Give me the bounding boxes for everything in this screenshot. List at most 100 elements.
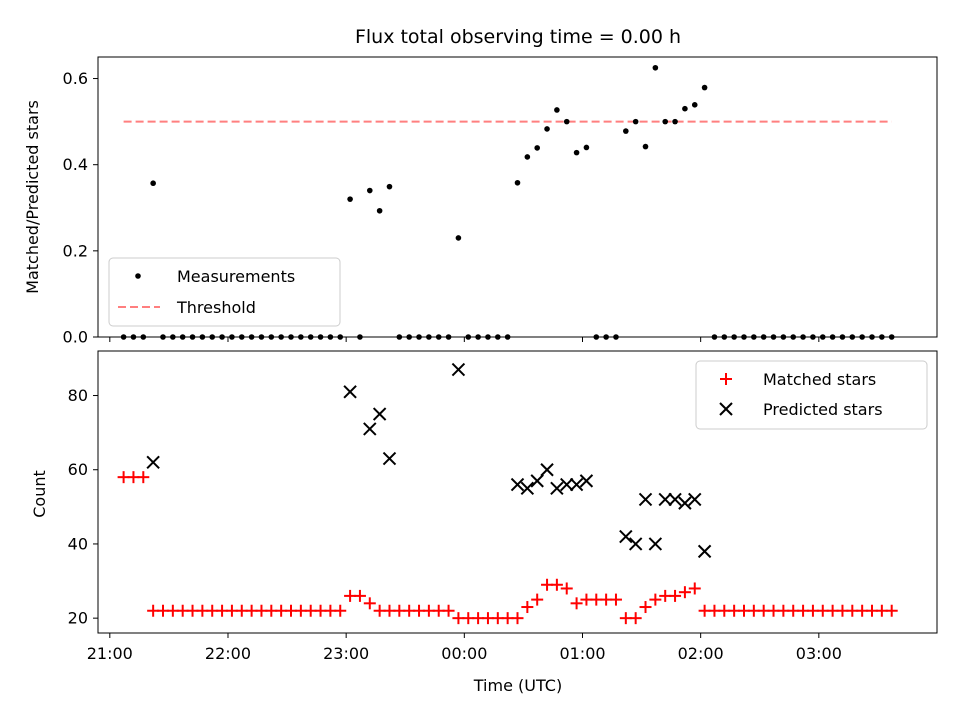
x-tick-label: 01:00 [559, 644, 605, 663]
measurement-point [376, 207, 383, 214]
matched-stars-point [521, 601, 534, 614]
matched-stars-point [353, 589, 366, 602]
legend-predicted-label: Predicted stars [763, 400, 883, 419]
matched-stars-point [629, 612, 642, 625]
measurement-point [534, 145, 540, 151]
predicted-stars-point [668, 492, 682, 507]
top-y-ticks: 0.0 0.2 0.4 0.6 [63, 69, 98, 347]
y-tick-label: 20 [68, 609, 88, 628]
bottom-legend-box [695, 360, 928, 430]
y-tick-label: 0.0 [63, 328, 88, 347]
bottom-legend: Matched stars Predicted stars [695, 360, 928, 430]
legend-matched-marker [720, 373, 732, 385]
predicted-stars-point [520, 481, 535, 495]
matched-stars-point [885, 604, 898, 617]
measurement-point [150, 180, 156, 187]
top-plot-frame [97, 56, 938, 338]
predicted-stars-point [382, 451, 397, 466]
measurement-point [583, 144, 590, 151]
predicted-stars-point [343, 385, 357, 399]
x-tick-label: 02:00 [678, 644, 724, 663]
matched-stars-point [570, 597, 583, 610]
measurement-point [386, 183, 393, 190]
x-axis-label: Time (UTC) [473, 676, 562, 695]
bottom-y-ticks: 20 40 60 80 [68, 386, 98, 628]
x-tick-label: 03:00 [796, 644, 842, 663]
legend-threshold-label: Threshold [176, 298, 256, 317]
predicted-stars-point [697, 544, 712, 559]
measurement-point [554, 107, 560, 113]
matched-stars-point [560, 582, 573, 595]
predicted-stars-point [510, 477, 525, 492]
y-tick-label: 80 [68, 386, 88, 405]
y-tick-label: 0.2 [63, 241, 88, 260]
matched-stars-point [334, 604, 347, 617]
predicted-stars-point [550, 481, 564, 495]
predicted-stars-point [688, 492, 702, 507]
chart-title: Flux total observing time = 0.00 h [355, 26, 681, 48]
bottom-y-axis-label: Count [30, 470, 49, 518]
matched-stars-point [609, 593, 622, 606]
top-x-ticks [109, 337, 820, 342]
measurement-point [662, 118, 669, 125]
predicted-stars-point [363, 422, 377, 436]
x-tick-label: 23:00 [323, 644, 369, 663]
matched-stars-point [442, 604, 455, 617]
predicted-stars-point [372, 407, 387, 421]
predicted-stars-point [619, 529, 633, 544]
matched-stars-points [117, 471, 898, 625]
matched-stars-point [550, 578, 563, 591]
predicted-stars-point [146, 455, 160, 470]
matched-stars-point [531, 593, 544, 606]
matched-stars-point [649, 593, 662, 606]
measurement-point [573, 149, 580, 156]
predicted-stars-point [560, 477, 574, 492]
measurement-point [524, 154, 531, 160]
legend-measurements-marker [135, 273, 141, 279]
measurement-point [632, 118, 639, 125]
matched-stars-point [363, 597, 376, 610]
legend-matched-label: Matched stars [763, 370, 876, 389]
measurement-point [563, 118, 570, 125]
y-tick-label: 40 [68, 534, 88, 553]
predicted-stars-point [530, 474, 544, 488]
measurement-point [682, 105, 688, 112]
y-tick-label: 0.6 [63, 69, 88, 88]
matched-stars-point [137, 471, 150, 484]
x-tick-label: 21:00 [87, 644, 133, 663]
count-panel: Count Time (UTC) 20 40 60 80 21:00 22:00 23:0… [30, 350, 938, 695]
top-legend: Measurements Threshold [108, 257, 341, 327]
measurement-point [347, 196, 353, 202]
legend-measurements-label: Measurements [177, 267, 295, 286]
predicted-stars-point [451, 362, 466, 377]
predicted-stars-point [638, 492, 653, 507]
measurement-point [672, 118, 678, 125]
top-y-axis-label: Matched/Predicted stars [23, 100, 42, 294]
x-tick-label: 22:00 [205, 644, 251, 663]
bottom-plot-frame [97, 350, 938, 634]
predicted-stars-point [540, 463, 554, 477]
y-tick-label: 0.4 [63, 155, 88, 174]
predicted-stars-point [648, 537, 663, 551]
matched-stars-point [639, 601, 652, 614]
top-legend-box [108, 257, 341, 327]
measurement-point [366, 187, 373, 194]
predicted-stars-point [628, 537, 643, 551]
measurement-point [544, 126, 550, 132]
matched-stars-point [678, 586, 691, 599]
measurement-point [642, 143, 649, 150]
measurement-point [455, 235, 462, 241]
predicted-stars-point [579, 474, 594, 488]
legend-predicted-marker [719, 402, 733, 416]
y-tick-label: 60 [68, 460, 88, 479]
measurement-point [652, 64, 659, 71]
predicted-stars-points [146, 362, 712, 559]
measurement-point [514, 179, 521, 186]
bottom-x-ticks: 21:00 22:00 23:00 00:00 01:00 02:00 03:00 [87, 633, 842, 663]
x-tick-label: 00:00 [441, 644, 487, 663]
measurement-point [691, 102, 698, 108]
predicted-stars-point [678, 496, 692, 510]
matched-stars-point [688, 582, 701, 595]
ratio-panel: Flux total observing time = 0.00 h Match… [23, 26, 938, 347]
